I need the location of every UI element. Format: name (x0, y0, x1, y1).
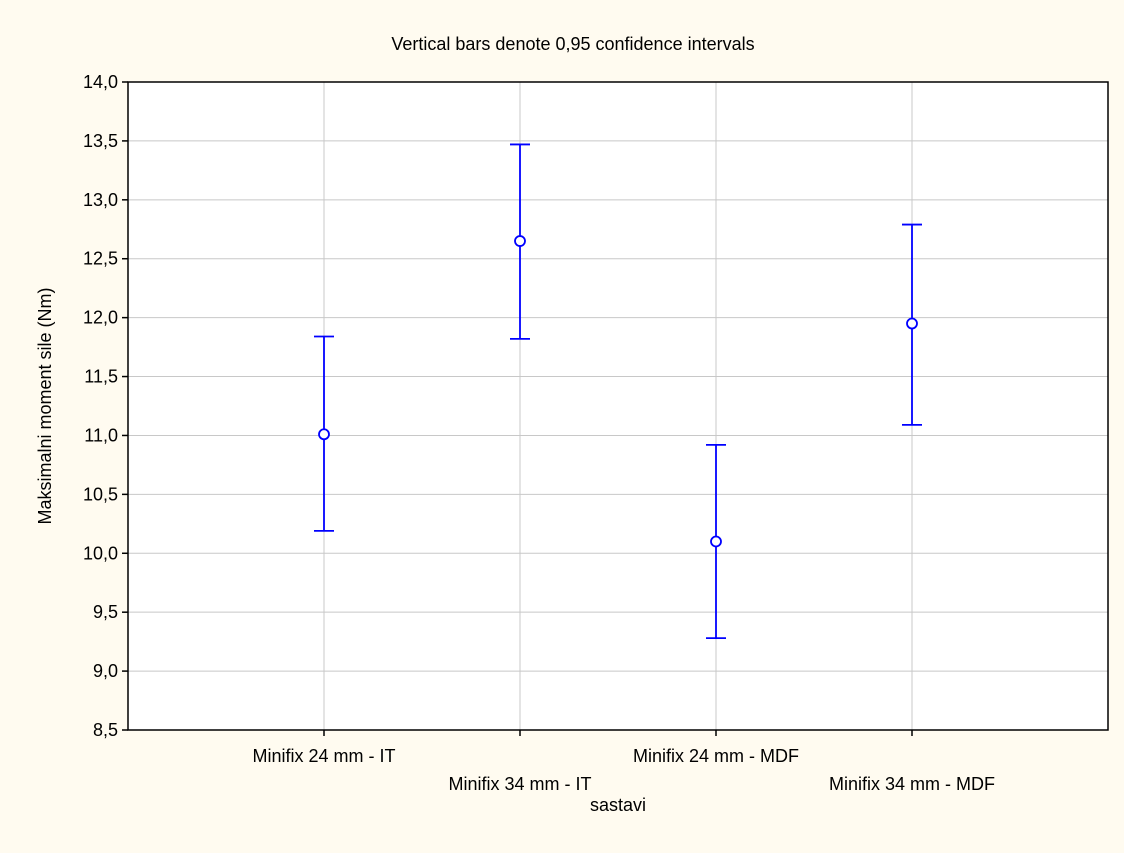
y-tick-label: 10,0 (83, 543, 118, 563)
mean-point (514, 235, 526, 247)
y-tick-label: 13,5 (83, 131, 118, 151)
x-axis-title: sastavi (590, 795, 646, 815)
y-tick-label: 11,0 (84, 425, 118, 445)
y-axis: 8,5 9,0 9,5 10,0 10,5 11,0 11,5 12,0 12,5 13,0 13,… (83, 72, 128, 740)
y-tick-label: 12,5 (83, 249, 118, 269)
y-tick-label: 13,0 (83, 190, 118, 210)
y-tick-label: 9,5 (93, 602, 118, 622)
mean-point (906, 317, 918, 330)
y-tick-label: 9,0 (93, 661, 118, 681)
plot-area (128, 82, 1108, 730)
mean-point (710, 535, 722, 548)
chart-subtitle: Vertical bars denote 0,95 confidence int… (391, 34, 754, 54)
x-tick-label: Minifix 34 mm - IT (448, 774, 591, 794)
mean-point (318, 428, 330, 441)
y-tick-label: 14,0 (83, 72, 118, 92)
x-tick-label: Minifix 24 mm - IT (252, 746, 395, 766)
y-tick-label: 12,0 (83, 308, 118, 328)
y-tick-label: 8,5 (93, 720, 118, 740)
x-tick-label: Minifix 34 mm - MDF (829, 774, 995, 794)
plot-frame (127, 81, 1109, 731)
y-axis-title: Maksimalni moment sile (Nm) (35, 287, 55, 524)
y-tick-label: 11,5 (84, 367, 118, 387)
y-tick-label: 10,5 (83, 484, 118, 504)
marks-layer (314, 143, 922, 640)
x-tick-label: Minifix 24 mm - MDF (633, 746, 799, 766)
x-axis: Minifix 24 mm - IT Minifix 34 mm - IT Mini… (252, 730, 995, 794)
